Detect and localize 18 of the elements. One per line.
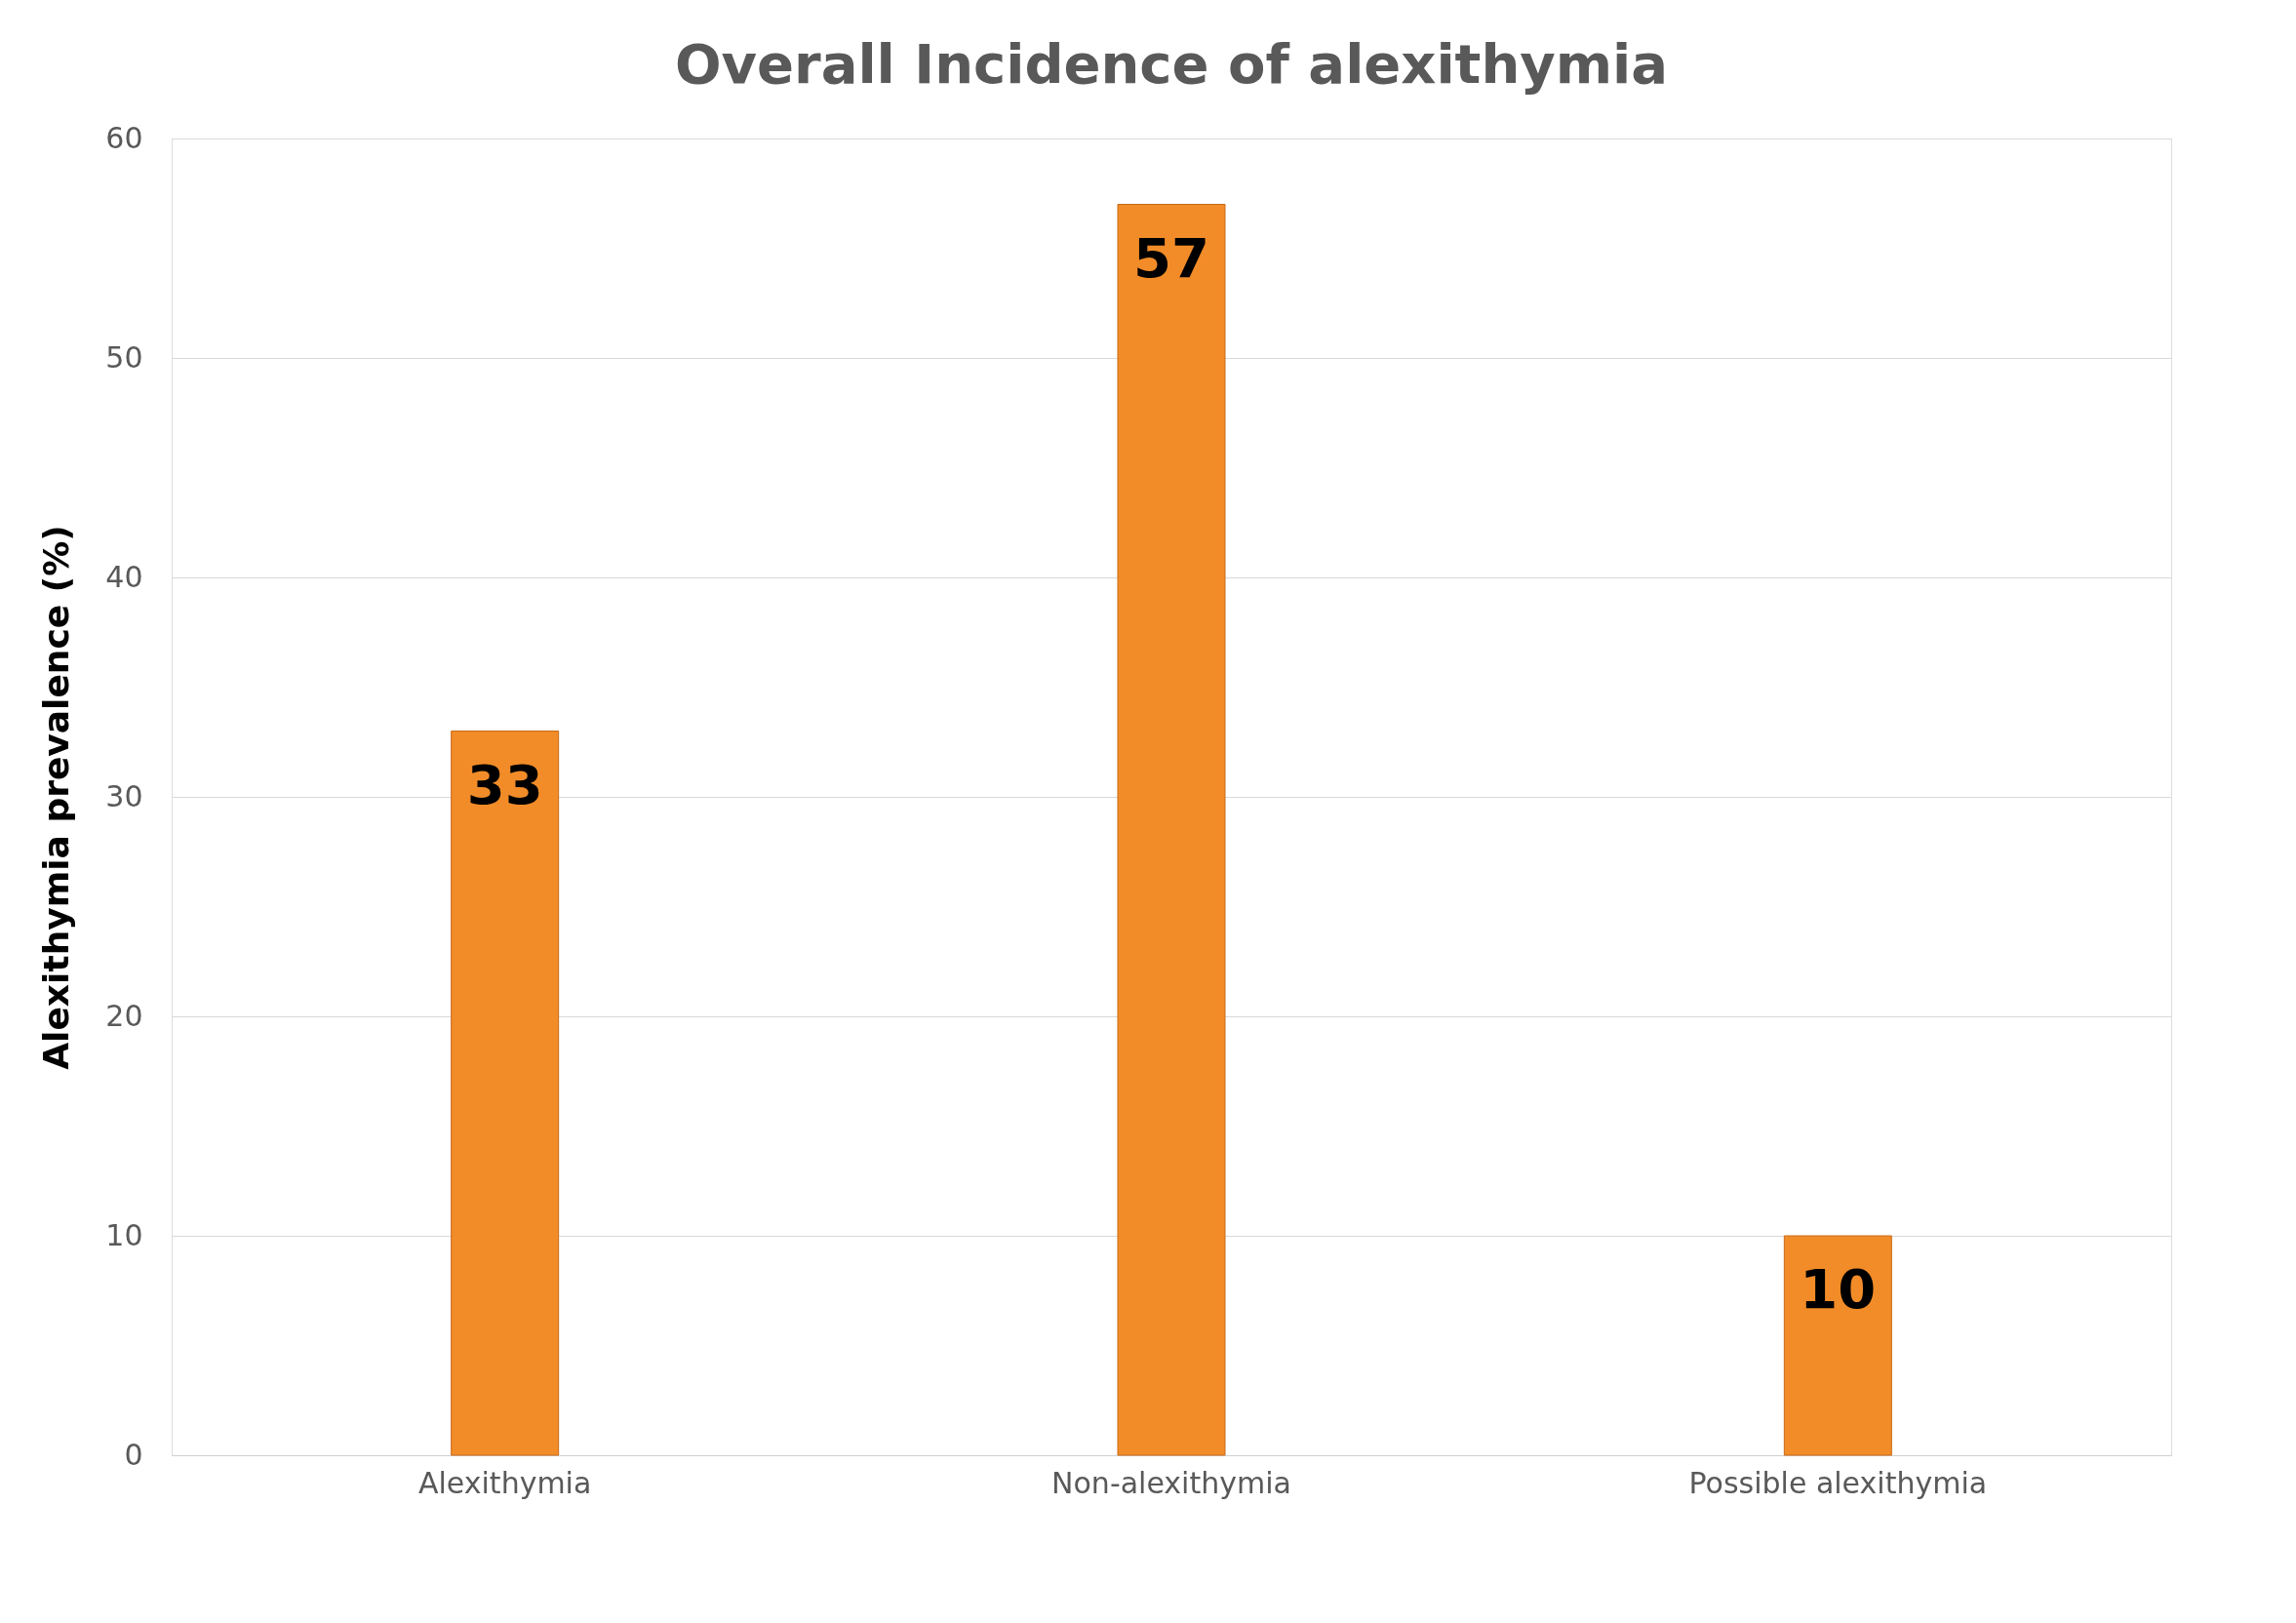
y-tick-label: 40 — [105, 559, 143, 594]
y-tick-label: 50 — [105, 339, 143, 375]
y-tick-label: 30 — [105, 778, 143, 813]
chart-title: Overall Incidence of alexithymia — [674, 32, 1669, 96]
data-label: 57 — [1133, 225, 1209, 290]
x-tick-label: Non-alexithymia — [1051, 1465, 1291, 1500]
bar — [1117, 204, 1226, 1456]
bar — [451, 731, 560, 1456]
data-label: 10 — [1800, 1257, 1877, 1321]
y-tick-label: 60 — [105, 120, 143, 155]
y-tick-label: 10 — [105, 1217, 143, 1252]
x-tick-label: Alexithymia — [417, 1465, 592, 1500]
bar — [1783, 1235, 1892, 1456]
data-label: 33 — [466, 752, 543, 816]
y-tick-label: 20 — [105, 998, 143, 1033]
y-tick-label: 0 — [124, 1437, 143, 1472]
x-tick-label: Possible alexithymia — [1688, 1465, 1988, 1500]
y-axis-title: Alexithymia prevalence (%) — [36, 525, 77, 1070]
